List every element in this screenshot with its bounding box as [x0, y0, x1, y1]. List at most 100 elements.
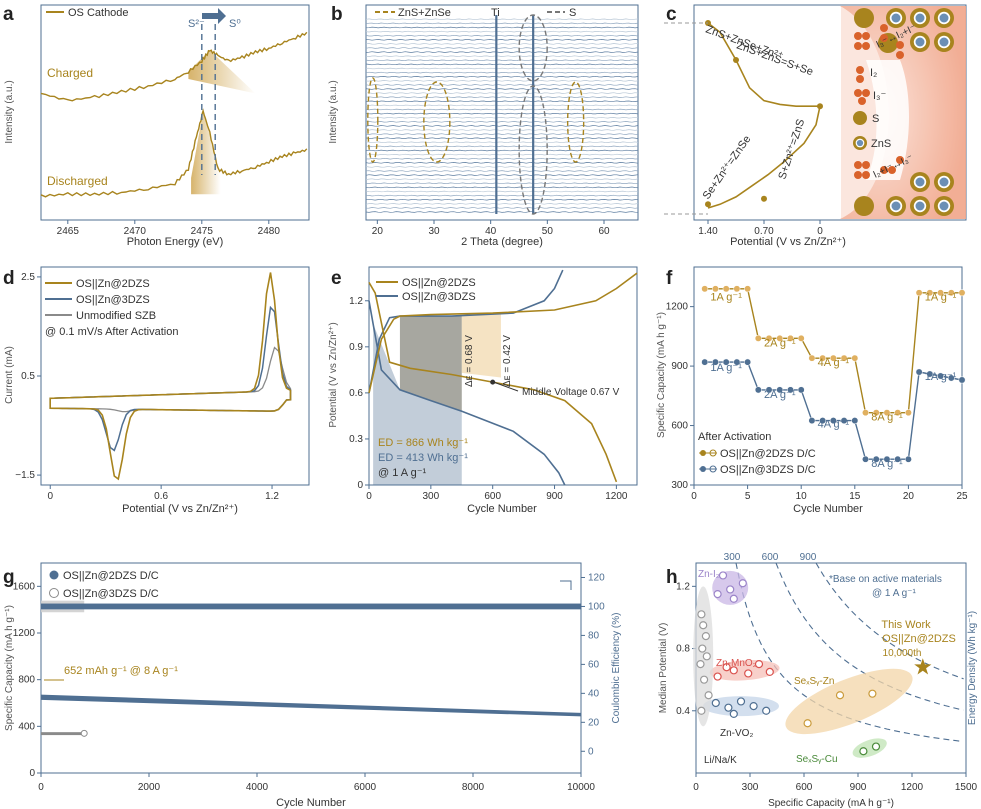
panel-b-xlabel: 2 Theta (degree)	[461, 236, 543, 248]
panel-f-ylabel: Specific Capacity (mA h g⁻¹)	[656, 312, 667, 438]
panel-g-ylabel: Specific Capacity (mA h g⁻¹)	[4, 605, 15, 731]
panel-e-xtick-label-1: 300	[423, 491, 440, 502]
panel-h-xlabel: Specific Capacity (mA h g⁻¹)	[768, 798, 894, 809]
panel-b-pattern-line	[365, 203, 639, 205]
panel-a-label-s2: S²⁻	[188, 18, 205, 30]
panel-f-ytick-label-0: 300	[671, 480, 688, 491]
panel-h-group-point	[704, 691, 713, 700]
panel-c-iodine-atom	[862, 161, 870, 169]
panel-e-legend-2dzs: OS||Zn@2DZS	[402, 277, 476, 289]
panel-b-pattern-line	[365, 51, 639, 53]
panel-e-frame	[368, 266, 638, 486]
panel-f-legend-title: After Activation	[698, 431, 771, 443]
panel-b-region-ellipse-4	[518, 85, 548, 215]
panel-h-group-point	[729, 666, 738, 675]
panel-a-shade-charged	[188, 50, 256, 94]
panel-b-pattern-line	[365, 59, 639, 62]
panel-b-pattern-line	[365, 80, 639, 82]
panel-f-point	[883, 409, 891, 417]
panel-f-rate-label-3dzs-1: 2A g⁻¹	[764, 389, 796, 401]
panel-b-pattern-line	[365, 170, 639, 172]
panel-b-pattern-line	[365, 121, 639, 123]
panel-b-pattern-line	[365, 129, 639, 131]
panel-f-point	[765, 334, 773, 342]
panel-h-ytick-label-0: 0.4	[676, 706, 690, 717]
panel-g-legend: OS||Zn@2DZS D/C OS||Zn@3DZS D/C	[49, 570, 159, 600]
panel-f-rate-label-2dzs-1: 2A g⁻¹	[764, 337, 796, 349]
panel-g-ytick-label-4: 1600	[13, 581, 36, 592]
panel-f-point	[937, 372, 945, 380]
panel-c-interface-void	[866, 60, 909, 180]
panel-h-xtick-label-1: 300	[742, 782, 759, 793]
panel-f-point	[744, 358, 752, 366]
panel-f-point	[883, 455, 891, 463]
panel-h-group-point	[713, 590, 722, 599]
panel-h-group-point	[749, 702, 758, 711]
panel-f-point	[701, 358, 709, 366]
panel-f-rate-label-2dzs-2: 4A g⁻¹	[818, 357, 850, 369]
panel-g-y2tick-label-1: 20	[588, 717, 600, 728]
panel-g-3dzs-capacity-band	[41, 732, 85, 736]
panel-g-y2tick-label-0: 0	[588, 746, 594, 757]
panel-h-group-point	[702, 652, 711, 661]
panel-d-ytick-label-0: −1.5	[15, 470, 35, 481]
panel-f-point	[819, 354, 827, 362]
panel-f-point	[915, 289, 923, 297]
panel-g-xtick-label-4: 8000	[462, 782, 485, 793]
panel-b-pattern-line	[365, 55, 639, 57]
panel-h-group-region-2	[703, 696, 779, 717]
panel-e-ytick-label-1: 0.3	[349, 434, 363, 445]
panel-c-legend-i3: I₃⁻	[873, 90, 887, 102]
panel-d-legend: OS||Zn@2DZS OS||Zn@3DZS Unmodified SZB @…	[45, 278, 178, 338]
panel-g-ytick-label-1: 400	[18, 721, 35, 732]
panel-e-xtick-label-3: 900	[546, 491, 563, 502]
panel-b-xtick-label-1: 30	[428, 226, 440, 237]
panel-h-ytick-label-1: 0.8	[676, 644, 690, 655]
panel-b-xtick-label-2: 40	[485, 226, 497, 237]
panel-h-xtick-label-4: 1200	[901, 782, 924, 793]
panel-b-pattern-line	[365, 145, 639, 148]
panel-c-iodine-atom	[854, 171, 862, 179]
panel-a-xtick-label-2: 2475	[191, 226, 214, 237]
panel-f-point	[765, 386, 773, 394]
panel-f-point	[722, 358, 730, 366]
panel-d-legend-2dzs: OS||Zn@2DZS	[76, 278, 150, 290]
panel-b-pattern-line	[365, 71, 639, 74]
panel-e-xtick-label-0: 0	[366, 491, 372, 502]
panel-h-group-point	[835, 691, 845, 700]
panel-b-pattern-line	[365, 149, 639, 152]
panel-c-legend-s-icon	[853, 111, 867, 125]
panel-letter-f: f	[666, 268, 673, 289]
panel-f-point	[904, 409, 912, 417]
panel-b-pattern-line	[365, 63, 639, 66]
panel-f-point	[797, 334, 805, 342]
panel-c-iodine-atom	[896, 51, 904, 59]
panel-c-legend-zns: ZnS	[871, 138, 891, 150]
panel-e-middle-voltage-point	[490, 379, 496, 385]
panel-f-point	[958, 289, 966, 297]
panel-b-pattern-line	[365, 84, 639, 86]
panel-a-legend-text: OS Cathode	[68, 7, 129, 19]
panel-h-group-region-3	[785, 668, 913, 735]
panel-c-xlabel: Potential (V vs Zn/Zn²⁺)	[730, 236, 846, 248]
panel-e-ed-2dzs: ED = 866 Wh kg⁻¹	[378, 437, 468, 449]
panel-c-iodine-atom	[862, 32, 870, 40]
panel-h-label-linak: Li/Na/K	[704, 755, 737, 766]
panel-e-shade-3dzs-delta	[399, 316, 462, 412]
panel-f-point	[851, 417, 859, 425]
panel-b-legend-zns: ZnS+ZnSe	[398, 7, 451, 19]
panel-a-xtick-label-3: 2480	[258, 226, 281, 237]
panel-f-point	[958, 376, 966, 384]
panel-c-s-particle	[854, 196, 874, 216]
panel-c-curve-point-1	[733, 57, 739, 63]
panel-c-zns-core	[891, 13, 901, 23]
panel-h-group-point	[765, 667, 774, 676]
panel-b-frame	[365, 4, 639, 221]
panel-b-region-ellipse-0	[367, 77, 379, 163]
panel-h-group-point	[754, 660, 764, 669]
panel-e-ytick-label-0: 0	[357, 480, 363, 491]
panel-f-rate-label-3dzs-2: 4A g⁻¹	[818, 419, 850, 431]
panel-h-this-work-star-icon	[914, 658, 932, 675]
panel-f-xtick-label-1: 5	[745, 491, 751, 502]
panel-b-pattern-line	[365, 186, 639, 189]
